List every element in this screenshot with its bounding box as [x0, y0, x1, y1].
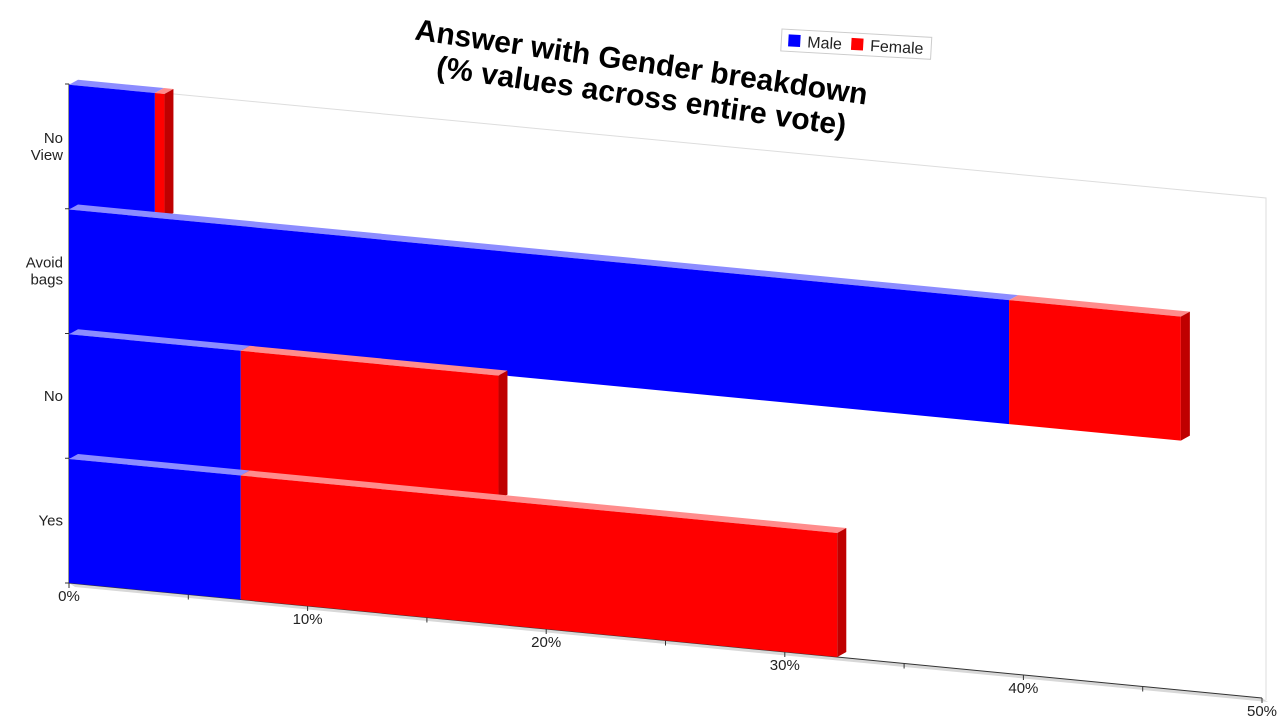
bar-side-avoid-bags-female — [1180, 311, 1190, 441]
x-axis-ticks — [68, 583, 1263, 703]
x-tick-label-10pct: 10% — [293, 611, 323, 628]
bar-side-no-view-female — [164, 88, 174, 218]
x-axis-labels: 0% 10% 20% 30% 40% 50% — [58, 588, 1277, 720]
x-tick-label-20pct: 20% — [531, 634, 561, 651]
bar-top-avoid-bags-male — [69, 204, 1019, 301]
category-label-avoid-bags-line-2: bags — [30, 272, 63, 289]
legend-swatch-female — [850, 37, 864, 51]
bar-side-yes-female — [837, 528, 847, 658]
bar-top-avoid-bags-female — [1009, 295, 1190, 317]
bar-avoid-bags-male — [69, 209, 1010, 425]
x-tick-label-0pct: 0% — [58, 588, 80, 605]
y-axis-ticks — [65, 83, 69, 584]
category-label-no-view-line-2: View — [31, 147, 63, 164]
bar-top-yes-female — [240, 470, 847, 534]
category-label-no: No — [44, 388, 63, 405]
bar-yes-female — [240, 475, 838, 658]
bar-top-no-view-male — [69, 79, 164, 94]
bar-no-male — [69, 334, 241, 475]
category-label-no-view-line-1: No — [44, 130, 63, 147]
floor-plane — [69, 583, 1268, 702]
bar-avoid-bags-female — [1009, 300, 1181, 441]
legend-swatch-male — [788, 34, 801, 48]
legend-label-female: Female — [870, 38, 924, 58]
bar-no-view-female — [154, 93, 165, 218]
bar-top-yes-male — [69, 454, 250, 476]
bar-no-female — [240, 350, 499, 500]
legend-label-male: Male — [807, 34, 843, 53]
x-tick-label-30pct: 30% — [770, 657, 800, 674]
bar-no-view-male — [69, 84, 155, 218]
bar-yes-male — [69, 459, 241, 600]
bar-top-no-female — [240, 345, 508, 376]
x-tick-label-50pct: 50% — [1247, 703, 1277, 720]
bar-top-no-male — [69, 329, 250, 351]
x-tick-label-40pct: 40% — [1008, 680, 1038, 697]
category-label-avoid-bags-line-1: Avoid — [26, 255, 63, 272]
plot-frame — [68, 83, 1267, 700]
bar-top-no-view-female — [154, 88, 174, 94]
category-label-yes: Yes — [39, 513, 63, 530]
legend: Male Female — [780, 28, 933, 60]
bar-side-no-female — [498, 370, 508, 500]
bars — [69, 79, 1190, 658]
